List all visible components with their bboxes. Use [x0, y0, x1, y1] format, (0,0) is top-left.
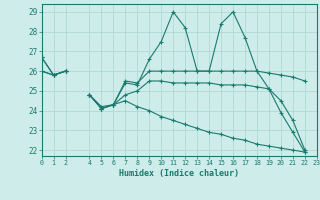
X-axis label: Humidex (Indice chaleur): Humidex (Indice chaleur) [119, 169, 239, 178]
